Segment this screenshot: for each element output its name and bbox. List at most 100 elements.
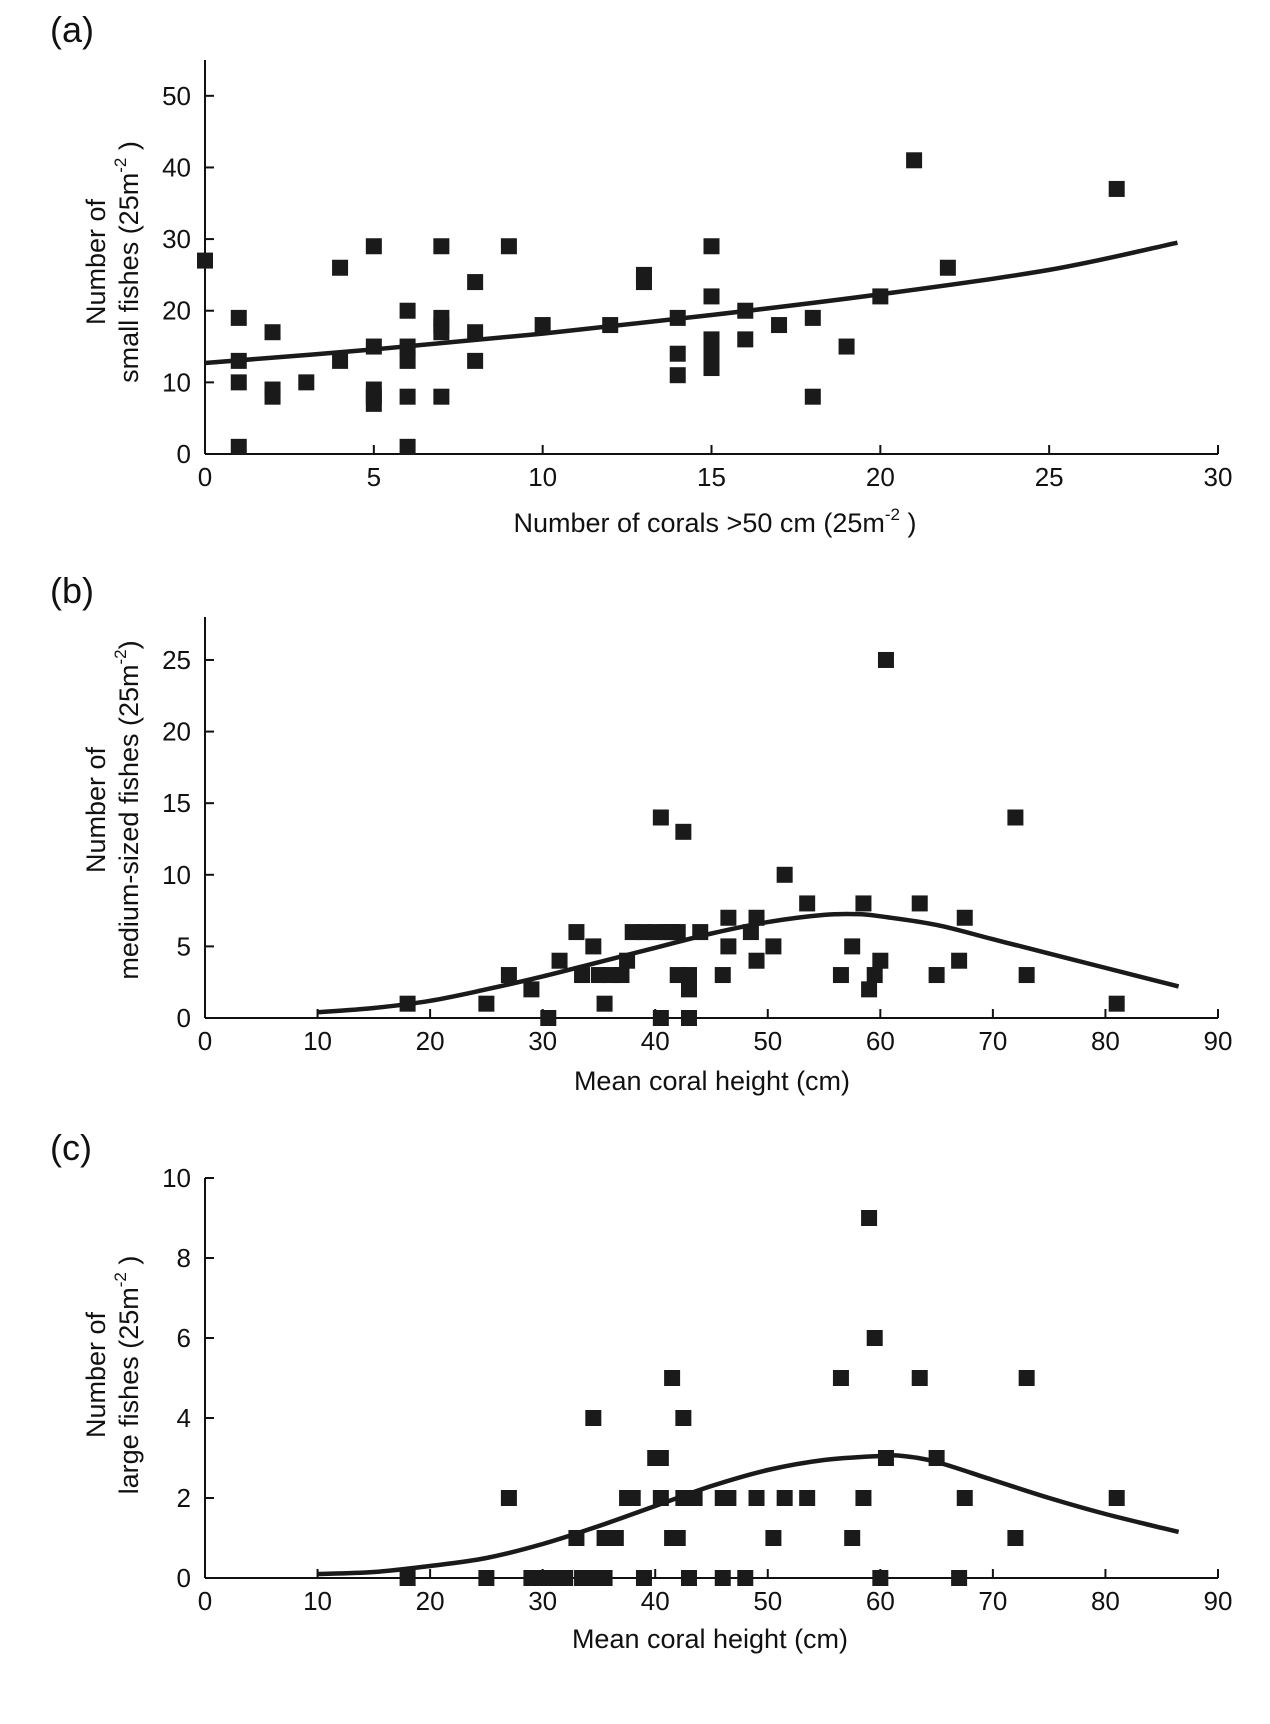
data-point-b bbox=[551, 952, 568, 969]
data-point-b bbox=[855, 895, 872, 912]
data-point-b bbox=[765, 938, 782, 955]
fit-curve-b bbox=[317, 911, 1180, 1015]
y-tick-label-a: 10 bbox=[162, 367, 191, 397]
data-point-b bbox=[844, 938, 861, 955]
data-point-b bbox=[652, 1010, 669, 1026]
x-tick-label-b: 0 bbox=[198, 1026, 212, 1056]
x-tick-label-a: 10 bbox=[528, 462, 557, 492]
data-point-c bbox=[680, 1570, 697, 1586]
x-tick-label-c: 20 bbox=[416, 1586, 445, 1616]
data-point-b bbox=[540, 1010, 557, 1026]
x-tick-label-c: 30 bbox=[528, 1586, 557, 1616]
data-point-b bbox=[911, 895, 928, 912]
panel-b-axes: 0 10 20 30 40 50 60 70 80 90 0 5 10 15 20 25 bbox=[162, 617, 1232, 1056]
data-point-a bbox=[298, 374, 315, 391]
data-point-a bbox=[399, 302, 416, 319]
y-tick-label-b: 5 bbox=[177, 931, 191, 961]
data-point-b bbox=[951, 952, 968, 969]
data-point-c bbox=[399, 1570, 416, 1586]
x-tick-label-c: 60 bbox=[866, 1586, 895, 1616]
data-point-a bbox=[737, 331, 754, 348]
x-axis-title-a-tail: ) bbox=[900, 508, 917, 538]
data-point-b bbox=[1007, 809, 1024, 826]
data-point-b bbox=[675, 823, 692, 840]
data-point-b bbox=[720, 938, 737, 955]
data-point-c bbox=[675, 1410, 692, 1426]
y-tick-label-a: 30 bbox=[162, 224, 191, 254]
x-tick-label-b: 20 bbox=[416, 1026, 445, 1056]
data-point-c bbox=[855, 1490, 872, 1506]
data-point-a bbox=[433, 388, 450, 405]
x-tick-label-c: 50 bbox=[753, 1586, 782, 1616]
x-tick-label-c: 40 bbox=[641, 1586, 670, 1616]
data-point-c bbox=[635, 1570, 652, 1586]
panel-label-a: (a) bbox=[50, 9, 94, 50]
panel-c: (c) 0 10 20 30 40 50 60 70 80 90 0 2 4 6 8 10 Mean cora… bbox=[50, 1127, 1232, 1654]
data-point-a bbox=[399, 388, 416, 405]
data-point-c bbox=[624, 1490, 641, 1506]
x-axis-title-a: Number of corals >50 cm (25m-2 ) bbox=[513, 505, 916, 538]
fit-curve-c bbox=[317, 1453, 1180, 1577]
data-point-b bbox=[680, 967, 697, 984]
data-point-a bbox=[804, 309, 821, 326]
panel-a-marks bbox=[197, 152, 1178, 455]
data-point-a bbox=[230, 374, 247, 391]
y-axis-title-a-line2-text: small fishes (25m bbox=[114, 173, 144, 383]
data-point-a bbox=[804, 388, 821, 405]
data-point-b bbox=[1108, 995, 1125, 1012]
x-axis-title-b: Mean coral height (cm) bbox=[574, 1066, 850, 1096]
data-point-a bbox=[669, 345, 686, 362]
y-axis-title-b: Number of medium-sized fishes (25m-2) bbox=[81, 640, 144, 979]
y-tick-label-a: 40 bbox=[162, 152, 191, 182]
data-point-a bbox=[197, 252, 213, 269]
data-point-b bbox=[680, 1010, 697, 1026]
x-tick-label-c: 80 bbox=[1091, 1586, 1120, 1616]
x-tick-label-b: 40 bbox=[641, 1026, 670, 1056]
data-point-c bbox=[776, 1490, 793, 1506]
y-axis-title-b-line1: Number of bbox=[81, 746, 111, 873]
data-point-b bbox=[585, 938, 602, 955]
y-axis-title-c-line2: large fishes (25m-2 ) bbox=[111, 1256, 144, 1495]
y-axis-title-a-sup: -2 bbox=[111, 158, 130, 173]
data-point-c bbox=[1108, 1490, 1125, 1506]
data-point-c bbox=[607, 1530, 624, 1546]
data-point-a bbox=[500, 238, 517, 255]
data-point-a bbox=[433, 324, 450, 341]
y-axis-title-a-line1: Number of bbox=[81, 198, 111, 325]
y-axis-title-b-sup: -2 bbox=[111, 649, 130, 664]
y-tick-label-c: 10 bbox=[162, 1163, 191, 1193]
data-point-b bbox=[714, 967, 731, 984]
y-tick-label-a: 50 bbox=[162, 81, 191, 111]
data-point-c bbox=[596, 1570, 613, 1586]
panel-c-axes: 0 10 20 30 40 50 60 70 80 90 0 2 4 6 8 10 bbox=[162, 1163, 1232, 1616]
data-point-a bbox=[365, 338, 382, 355]
data-point-b bbox=[652, 809, 669, 826]
x-axis-title-a-sup: -2 bbox=[885, 505, 900, 524]
y-axis-title-b-tail: ) bbox=[114, 640, 144, 649]
x-axis-title-c: Mean coral height (cm) bbox=[572, 1624, 848, 1654]
data-point-c bbox=[478, 1570, 495, 1586]
data-point-b bbox=[613, 967, 630, 984]
y-tick-label-a: 20 bbox=[162, 296, 191, 326]
data-point-c bbox=[664, 1370, 681, 1386]
x-tick-label-c: 90 bbox=[1204, 1586, 1233, 1616]
y-axis-title-a-line2: small fishes (25m-2 ) bbox=[111, 141, 144, 383]
data-point-a bbox=[365, 238, 382, 255]
data-point-b bbox=[500, 967, 517, 984]
data-point-a bbox=[703, 238, 720, 255]
data-point-c bbox=[872, 1570, 889, 1586]
data-point-b bbox=[748, 952, 765, 969]
y-tick-label-b: 20 bbox=[162, 717, 191, 747]
data-point-a bbox=[467, 274, 484, 291]
data-point-c bbox=[799, 1490, 816, 1506]
y-axis-title-b-line2-text: medium-sized fishes (25m bbox=[114, 665, 144, 980]
data-point-a bbox=[433, 238, 450, 255]
data-point-c bbox=[557, 1570, 574, 1586]
data-point-c bbox=[951, 1570, 968, 1586]
data-point-c bbox=[911, 1370, 928, 1386]
data-point-a bbox=[703, 360, 720, 377]
x-tick-label-a: 30 bbox=[1204, 462, 1233, 492]
data-point-a bbox=[332, 352, 349, 369]
x-tick-label-b: 10 bbox=[303, 1026, 332, 1056]
